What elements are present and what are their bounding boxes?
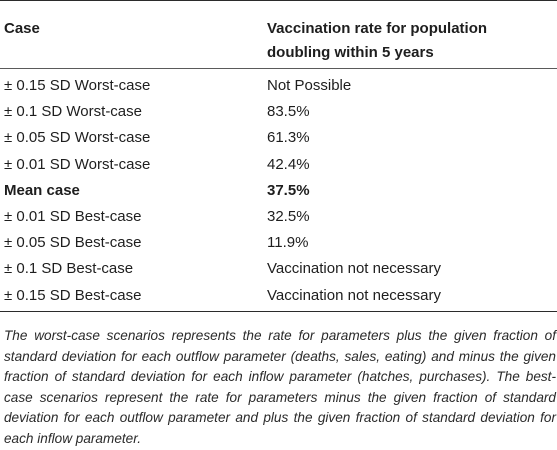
table-header: Case Vaccination rate for population dou… [0,1,557,68]
cell-case: ± 0.01 SD Best-case [4,207,142,225]
cell-vaccination-rate: Vaccination not necessary [267,260,441,278]
table-row: ± 0.05 SD Worst-case 61.3% [0,125,557,151]
table-row: ± 0.1 SD Worst-case 83.5% [0,99,557,125]
table-row: ± 0.01 SD Best-case 32.5% [0,204,557,230]
table-body: ± 0.15 SD Worst-case Not Possible ± 0.1 SD… [0,73,557,309]
table-row: ± 0.15 SD Best-case Vaccination not neces… [0,283,557,309]
cell-case: ± 0.05 SD Worst-case [4,129,151,147]
cell-case: ± 0.15 SD Best-case [4,286,142,304]
cell-case: ± 0.15 SD Worst-case [4,77,151,94]
table-footnote: The worst-case scenarios represents the … [4,328,556,446]
cell-case: ± 0.1 SD Best-case [4,260,134,278]
table-row: ± 0.1 SD Best-case Vaccination not necess… [0,256,557,282]
cell-case: Mean case [4,181,80,199]
header-vaccination-rate: Vaccination rate for population doubling… [267,20,488,61]
table-header-rule [0,68,557,69]
cell-vaccination-rate: 37.5% [267,181,310,199]
table-row: ± 0.15 SD Worst-case Not Possible [0,73,557,99]
table-row: Mean case 37.5% [0,178,557,204]
cell-case: ± 0.01 SD Worst-case [4,155,151,173]
table-bottom-rule [0,311,557,312]
cell-vaccination-rate: 42.4% [267,155,310,173]
cell-case: ± 0.1 SD Worst-case [4,103,142,121]
cell-vaccination-rate: 32.5% [267,207,310,225]
cell-vaccination-rate: 61.3% [267,129,310,147]
cell-case: ± 0.05 SD Best-case [4,234,142,252]
header-case: Case [4,20,40,37]
table-row: ± 0.01 SD Worst-case 42.4% [0,152,557,178]
table-row: ± 0.05 SD Best-case 11.9% [0,230,557,256]
cell-vaccination-rate: 11.9% [267,234,309,252]
cell-vaccination-rate: Not Possible [267,77,352,94]
results-table: Case Vaccination rate for population dou… [0,0,557,312]
table-top-rule [0,0,557,1]
cell-vaccination-rate: Vaccination not necessary [267,286,441,304]
cell-vaccination-rate: 83.5% [267,103,310,121]
